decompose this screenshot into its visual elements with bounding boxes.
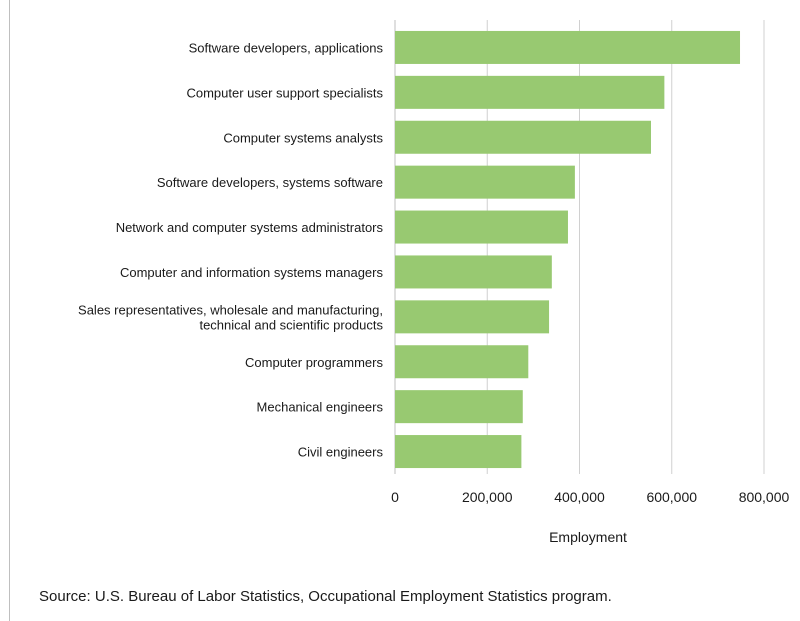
category-label: Civil engineers — [298, 445, 384, 460]
category-label: Mechanical engineers — [257, 400, 384, 415]
frame-border — [9, 0, 10, 621]
category-label-line: technical and scientific products — [199, 317, 383, 332]
category-label: Software developers, applications — [189, 40, 384, 55]
bar — [395, 30, 741, 64]
category-label: Computer user support specialists — [186, 85, 383, 100]
x-tick-label: 0 — [391, 489, 399, 505]
category-label: Computer systems analysts — [223, 130, 383, 145]
category-label: Network and computer systems administrat… — [116, 220, 384, 235]
x-tick-label: 600,000 — [646, 489, 697, 505]
category-label: Computer and information systems manager… — [120, 265, 384, 280]
x-tick-label: 400,000 — [554, 489, 605, 505]
bars — [395, 30, 741, 469]
category-label-line: Software developers, systems software — [157, 175, 383, 190]
bar — [395, 255, 552, 289]
x-tick-label: 800,000 — [739, 489, 790, 505]
category-label-line: Network and computer systems administrat… — [116, 220, 384, 235]
bar — [395, 300, 550, 334]
x-axis-title: Employment — [549, 529, 627, 545]
category-label-line: Computer systems analysts — [223, 130, 383, 145]
category-label: Computer programmers — [245, 355, 383, 370]
category-labels: Software developers, applications Compute… — [78, 40, 383, 459]
category-label-line: Software developers, applications — [189, 40, 384, 55]
bar — [395, 345, 529, 379]
x-tick-label: 200,000 — [462, 489, 513, 505]
category-label: Sales representatives, wholesale and man… — [78, 302, 383, 332]
category-label-line: Computer user support specialists — [186, 85, 383, 100]
category-label-line: Computer and information systems manager… — [120, 265, 384, 280]
bar — [395, 165, 575, 199]
category-label-line: Computer programmers — [245, 355, 383, 370]
bar — [395, 210, 568, 244]
bar — [395, 75, 665, 109]
bar-chart: Software developers, applications Compute… — [78, 20, 790, 545]
category-label-line: Civil engineers — [298, 445, 384, 460]
category-label: Software developers, systems software — [157, 175, 383, 190]
source-note: Source: U.S. Bureau of Labor Statistics,… — [39, 588, 612, 605]
category-label-line: Sales representatives, wholesale and man… — [78, 302, 383, 317]
bar — [395, 390, 523, 424]
category-label-line: Mechanical engineers — [257, 400, 384, 415]
bar — [395, 435, 522, 469]
bar — [395, 120, 651, 154]
x-tick-labels: 0 200,000 400,000 600,000 800,000 — [391, 489, 789, 505]
